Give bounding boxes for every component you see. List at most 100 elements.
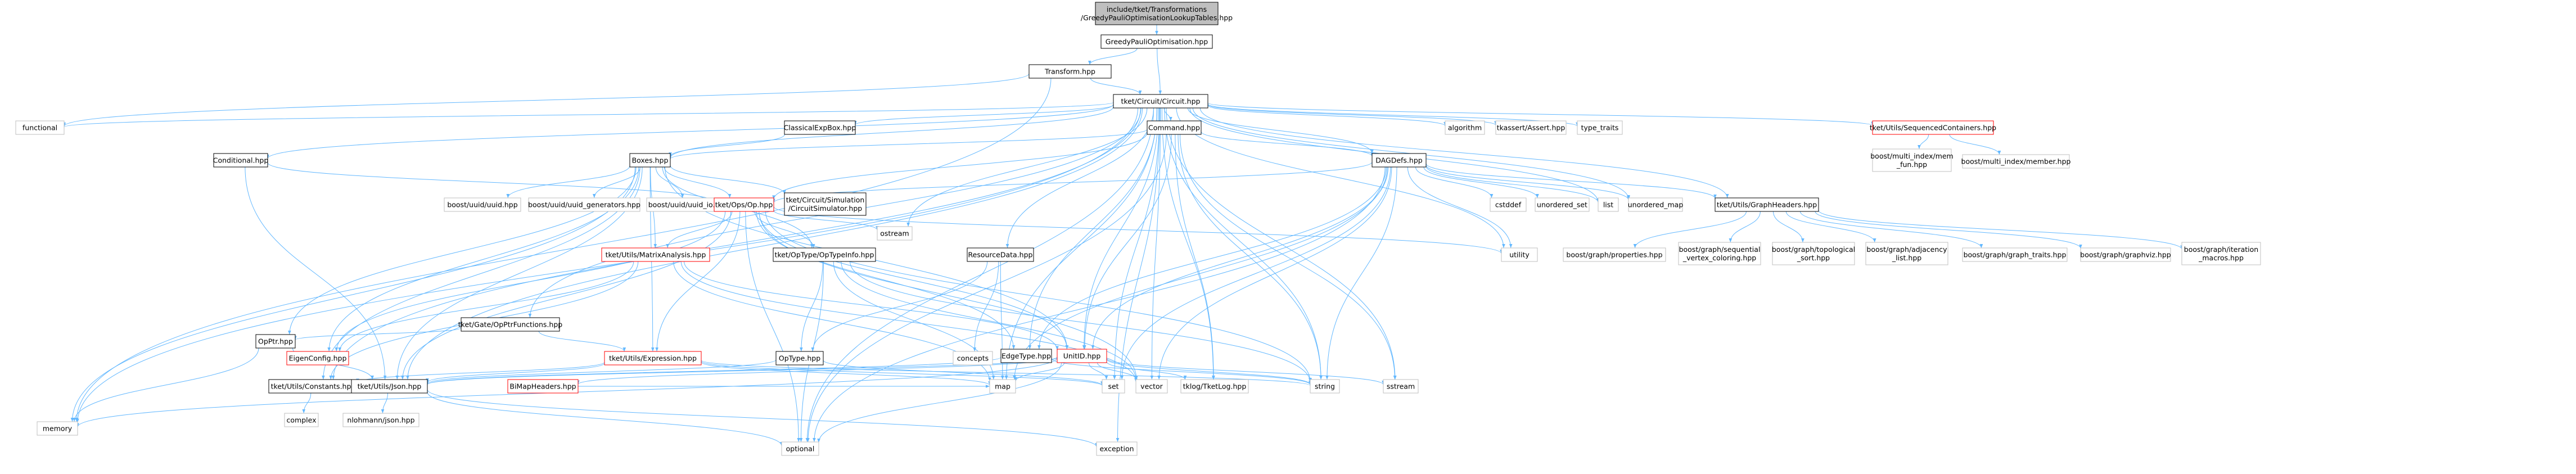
edge-graphheaders-to-graphtopo [1772,211,1804,243]
node-box-graphviz [2080,247,2171,262]
node-command[interactable]: Command.hpp [1147,120,1202,135]
node-tkassert: tkassert/Assert.hpp [1495,120,1567,135]
node-opptr[interactable]: OpPtr.hpp [255,334,296,349]
node-label-gpo: GreedyPauliOptimisation.hpp [1106,38,1208,46]
node-label-memory: memory [43,425,73,433]
node-constants[interactable]: tket/Utils/Constants.hpp [268,379,358,394]
node-classicalexpbox[interactable]: ClassicalExpBox.hpp [784,120,856,135]
node-nlohmann: nlohmann/json.hpp [342,413,419,427]
node-memory: memory [37,421,78,436]
node-matrixanalysis[interactable]: tket/Utils/MatrixAnalysis.hpp [601,247,710,262]
node-label-constants: tket/Utils/Constants.hpp [271,382,356,391]
edge-circuit-to-ostream [906,107,1148,227]
edge-transform-to-functional [62,73,1030,127]
node-eigenconfig[interactable]: EigenConfig.hpp [286,351,349,365]
edge-boxes-to-memory [70,166,635,422]
edge-circuit-to-unitid [1082,107,1159,350]
node-box-matrixanalysis [601,247,710,262]
node-label-graphadj: boost/graph/adjacency [1866,245,1947,254]
node-box-circsim [784,192,867,216]
node-graphheaders[interactable]: tket/Utils/GraphHeaders.hpp [1715,197,1819,212]
edge-dagdefs-to-set [1120,166,1391,380]
node-resourcedata[interactable]: ResourceData.hpp [967,247,1034,262]
node-label-graphadj: _list.hpp [1892,254,1921,262]
node-dagdefs[interactable]: DAGDefs.hpp [1372,153,1427,168]
node-conditional[interactable]: Conditional.hpp [213,153,269,168]
node-exception: exception [1096,441,1138,456]
edge-unitid-to-tklog [1106,361,1187,380]
node-gateopptr[interactable]: tket/Gate/OpPtrFunctions.hpp [458,317,563,332]
node-box-expression [604,351,702,365]
node-box-graphseq [1678,242,1761,265]
node-label-root: include/tket/Transformations [1107,5,1207,13]
edge-boxes-to-uuidgen [592,166,640,198]
edge-conditional-to-json [245,166,387,380]
node-box-opsop [714,197,774,212]
node-sstream: sstream [1383,379,1419,394]
edge-optypeinfo-to-string [850,261,1312,383]
edge-matrixanalysis-to-map [673,261,991,382]
edge-boxes-to-circsim [670,165,786,194]
node-box-uuid [444,197,521,212]
node-boxes[interactable]: Boxes.hpp [629,153,671,168]
edge-circuit-to-boxes [669,106,1114,158]
node-seqcont[interactable]: tket/Utils/SequencedContainers.hpp [1870,120,1996,135]
node-label-graphtraits: boost/graph/graph_traits.hpp [1964,251,2067,259]
edge-dagdefs-to-utility [1407,166,1513,249]
node-label-sstream: sstream [1387,382,1415,391]
node-label-resourcedata: ResourceData.hpp [968,251,1033,259]
node-gpo[interactable]: GreedyPauliOptimisation.hpp [1100,34,1213,49]
node-box-complex [284,413,319,427]
node-label-optypeinfo: tket/OpType/OpTypeInfo.hpp [775,251,874,259]
node-multiindexmemfun: boost/multi_index/mem_fun.hpp [1870,148,1954,172]
node-box-tkassert [1495,120,1567,135]
node-root[interactable]: include/tket/Transformations/GreedyPauli… [1081,2,1233,25]
edge-conditional-to-opsop [267,162,716,202]
edge-command-to-unitid [1083,134,1172,350]
node-label-set: set [1108,382,1118,391]
edge-opsop-to-expression [655,211,741,352]
node-label-json: tket/Utils/Json.hpp [358,382,422,391]
node-label-graphviz: boost/graph/graphviz.hpp [2080,251,2171,259]
edge-classicalexpbox-to-boxes [669,134,786,157]
edge-dagdefs-to-unitid [1091,166,1389,350]
node-transform[interactable]: Transform.hpp [1028,64,1112,79]
node-label-uuidgen: boost/uuid/uuid_generators.hpp [528,201,640,209]
node-unorderedset: unordered_set [1535,197,1590,212]
node-circsim[interactable]: tket/Circuit/Simulation/CircuitSimulator… [784,192,867,216]
edge-matrixanalysis-to-eigenconfig [338,261,634,352]
edge-graphheaders-to-graphprops [1633,211,1747,249]
node-functional: functional [15,120,65,135]
edge-dagdefs-to-optional [813,166,1386,443]
edge-unitid-to-optional [817,362,1062,443]
node-json[interactable]: tket/Utils/Json.hpp [351,379,428,394]
node-box-gateopptr [461,317,560,332]
node-graphviz: boost/graph/graphviz.hpp [2080,247,2171,262]
node-edgetype[interactable]: EdgeType.hpp [1000,349,1052,363]
edge-opsop-to-optional [745,211,801,443]
edge-opsop-to-string [765,211,1312,382]
node-optype[interactable]: OpType.hpp [775,351,824,365]
edge-circuit-to-set [1113,107,1160,380]
node-circuit[interactable]: tket/Circuit/Circuit.hpp [1113,94,1208,109]
node-label-nlohmann: nlohmann/json.hpp [347,416,414,425]
node-graphiter: boost/graph/iteration_macros.hpp [2181,242,2261,265]
node-graphadj: boost/graph/adjacency_list.hpp [1865,242,1948,265]
edge-circuit-to-functional [62,102,1114,128]
edge-expression-to-constants [356,362,605,383]
node-opsop[interactable]: tket/Ops/Op.hpp [714,197,774,212]
node-label-graphtopo: boost/graph/topological [1772,245,1855,254]
node-bimap[interactable]: BiMapHeaders.hpp [507,379,579,394]
edge-dagdefs-to-edgetype [1037,166,1387,350]
node-typetraits: type_traits [1577,120,1623,135]
node-box-typetraits [1577,120,1623,135]
node-expression[interactable]: tket/Utils/Expression.hpp [604,351,702,365]
node-label-edgetype: EdgeType.hpp [1001,352,1051,360]
node-label-complex: complex [287,416,317,425]
node-box-circuit [1113,94,1208,109]
node-box-cstddef [1490,197,1527,212]
edge-constants-to-complex [302,392,312,414]
node-unitid[interactable]: UnitID.hpp [1057,349,1107,363]
edge-dagdefs-to-unorderedset [1423,166,1539,198]
node-optypeinfo[interactable]: tket/OpType/OpTypeInfo.hpp [773,247,876,262]
